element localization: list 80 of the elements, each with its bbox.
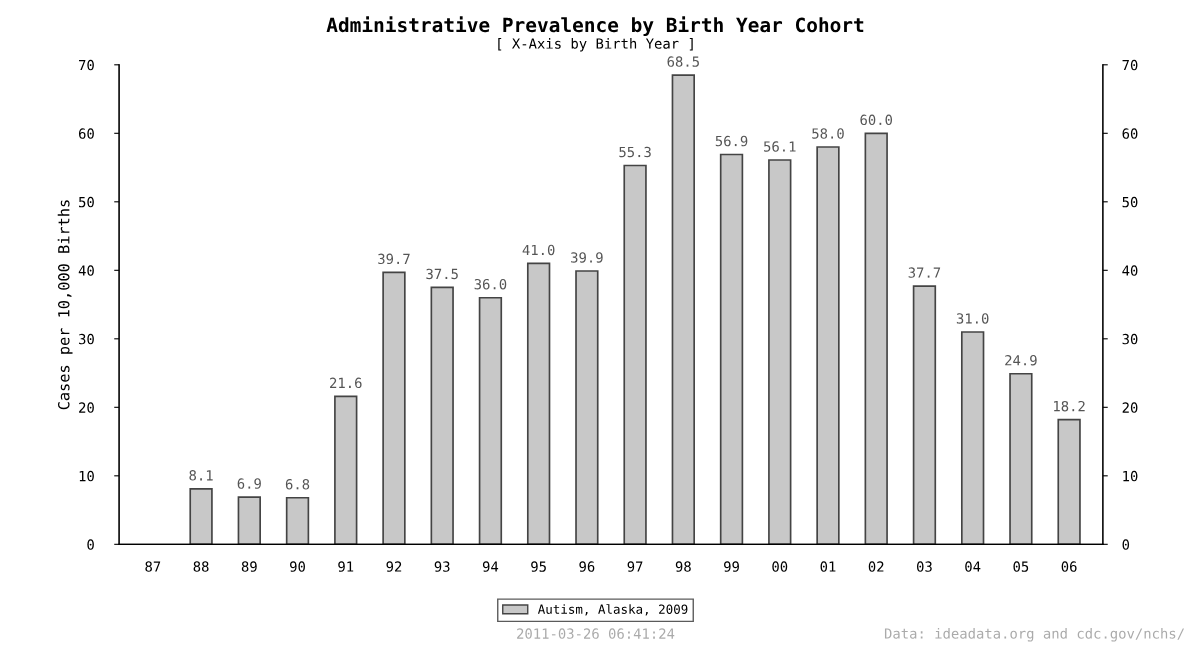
y2-tick-label: 40 [1122,265,1138,276]
legend-label: Autism, Alaska, 2009 [537,604,688,616]
data-label: 68.5 [667,56,699,67]
bar [1009,372,1033,545]
data-label: 56.9 [715,135,748,147]
data-label: 39.9 [571,252,603,263]
y2-tick-label: 20 [1122,402,1138,413]
bar [334,395,358,545]
y2-tick-label: 10 [1123,470,1138,482]
bar [526,262,551,545]
x-tick-label: 06 [1061,561,1077,572]
x-tick-label: 03 [916,561,932,572]
data-label: 18.2 [1054,400,1085,412]
data-label: 41.0 [522,244,555,256]
x-tick-label: 89 [241,561,257,572]
x-tick-label: 98 [675,561,691,572]
x-tick-label: 88 [193,561,209,572]
y-tick-label: 60 [78,128,94,139]
x-tick-label: 92 [386,561,402,572]
bar [960,331,985,545]
data-label: 58.0 [812,128,844,139]
x-tick-label: 97 [627,561,643,572]
bar [623,164,647,545]
bar [237,496,261,545]
y-tick-label: 20 [79,402,94,413]
x-tick-label: 90 [290,561,305,572]
y-tick-label: 10 [79,470,94,482]
y-tick-label: 0 [87,539,94,550]
y2-tick-label: 0 [1122,539,1130,550]
data-label: 36.0 [474,278,507,290]
x-tick-label: 01 [820,561,836,572]
x-tick-label: 93 [434,561,450,572]
y2-tick-label: 70 [1122,59,1138,71]
y-tick-label: 70 [79,59,94,71]
data-label: 56.1 [764,141,796,152]
x-tick-label: 87 [145,561,161,572]
text: 2011-03-26 06:41:24 [517,628,675,639]
data-label: 39.7 [378,253,410,265]
data-label: 21.6 [330,377,362,389]
y-axis-title: Cases per 10,000 Births [57,200,73,410]
y-tick-label: 50 [79,196,94,208]
bar [864,132,888,545]
bar [912,285,937,545]
data-label: 37.5 [426,268,458,280]
chart-title: Administrative Prevalence by Birth Year Cohort [326,16,864,37]
bar [382,271,406,545]
chart-subtitle: [ X-Axis by Birth Year ] [498,38,693,52]
data-label: 6.8 [285,478,310,490]
y-tick-label: 40 [78,265,94,276]
data-label: 60.0 [860,114,893,126]
y-tick-label: 30 [79,333,94,345]
x-tick-label: 91 [338,561,354,572]
x-tick-label: 96 [579,561,595,572]
data-label: 6.9 [237,478,261,489]
y2-tick-label: 30 [1122,333,1138,345]
bar [719,153,744,545]
data-label: 31.0 [956,313,989,324]
x-tick-label: 00 [772,561,788,572]
bar [478,296,503,545]
x-tick-label: 94 [482,561,499,572]
bar [575,270,599,545]
bar [1057,418,1081,545]
x-tick-label: 02 [868,561,884,572]
data-label: 55.3 [619,146,651,158]
text: Data: ideadata.org and cdc.gov/nchs/ [884,627,1185,642]
bar [285,496,310,545]
y2-tick-label: 50 [1122,196,1138,208]
y2-tick-label: 60 [1122,128,1138,139]
x-tick-label: 99 [724,561,739,572]
x-tick-label: 95 [531,561,546,572]
bar [816,146,840,545]
data-label: 37.7 [908,267,941,278]
x-tick-label: 04 [965,561,981,572]
bar [671,74,696,545]
bar [189,487,213,545]
data-label: 8.1 [189,470,213,481]
bar [430,286,454,545]
data-label: 24.9 [1005,355,1037,366]
bar [768,159,792,545]
x-tick-label: 05 [1013,561,1029,572]
